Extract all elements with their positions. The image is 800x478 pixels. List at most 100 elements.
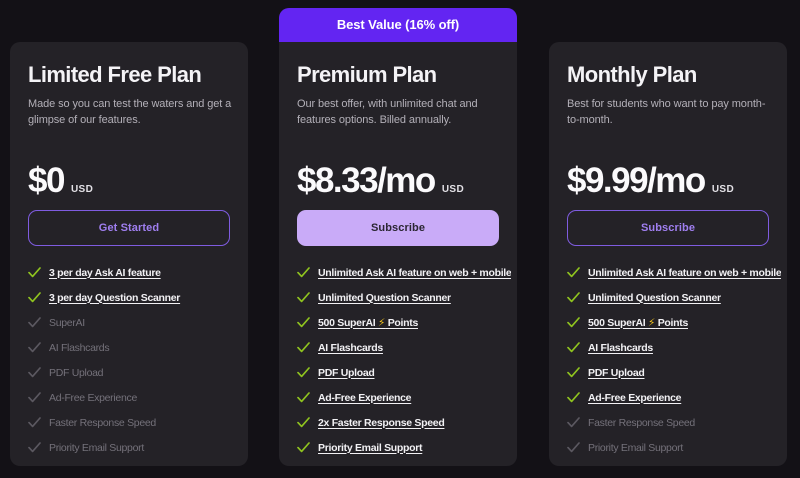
check-icon (297, 417, 311, 428)
check-icon (567, 292, 581, 303)
feature-label: Unlimited Question Scanner (588, 291, 721, 304)
check-icon (297, 442, 311, 453)
plan-card-body: Premium Plan Our best offer, with unlimi… (279, 42, 517, 466)
feature-label: Faster Response Speed (49, 416, 156, 429)
price-amount: $9.99/mo (567, 161, 706, 200)
feature-item: 500 SuperAI ⚡ Points (567, 310, 781, 335)
feature-label: SuperAI (49, 316, 85, 329)
feature-item: Ad-Free Experience (567, 385, 781, 410)
price-amount: $8.33/mo (297, 161, 436, 200)
check-icon (28, 367, 42, 378)
feature-item: Ad-Free Experience (297, 385, 511, 410)
feature-item: Unlimited Ask AI feature on web + mobile (297, 260, 511, 285)
check-icon (297, 267, 311, 278)
feature-label: 3 per day Question Scanner (49, 291, 181, 304)
plan-description: Best for students who want to pay month-… (567, 98, 766, 126)
feature-label: PDF Upload (318, 366, 375, 379)
plan-title: Monthly Plan (567, 62, 697, 87)
feature-label: Ad-Free Experience (588, 391, 682, 404)
feature-item: PDF Upload (567, 360, 781, 385)
feature-label: 3 per day Ask AI feature (49, 266, 161, 279)
check-icon (28, 317, 42, 328)
plan-price: $0 USD (28, 160, 93, 202)
feature-item: Faster Response Speed (28, 410, 242, 435)
price-currency: USD (70, 184, 94, 195)
check-icon (297, 292, 311, 303)
feature-item: AI Flashcards (28, 335, 242, 360)
feature-label: Unlimited Ask AI feature on web + mobile (588, 266, 781, 279)
feature-label: 500 SuperAI ⚡ Points (318, 316, 418, 329)
plan-card-limited-free-plan: Limited Free Plan Made so you can test t… (10, 42, 248, 466)
plan-card-body: Limited Free Plan Made so you can test t… (10, 42, 248, 466)
feature-label: 2x Faster Response Speed (318, 416, 445, 429)
feature-label: AI Flashcards (588, 341, 653, 354)
best-value-badge: Best Value (16% off) (279, 8, 517, 42)
plan-price: $9.99/mo USD (567, 160, 734, 202)
plan-card-monthly-plan: Monthly Plan Best for students who want … (549, 42, 787, 466)
feature-label: AI Flashcards (49, 341, 110, 354)
check-icon (567, 392, 581, 403)
check-icon (567, 317, 581, 328)
feature-item: 2x Faster Response Speed (297, 410, 511, 435)
feature-label: Priority Email Support (49, 441, 144, 454)
plan-description: Made so you can test the waters and get … (28, 98, 232, 126)
price-currency: USD (441, 184, 465, 195)
check-icon (297, 342, 311, 353)
feature-list: Unlimited Ask AI feature on web + mobile… (297, 260, 511, 460)
feature-label: PDF Upload (49, 366, 104, 379)
check-icon (567, 267, 581, 278)
lightning-icon: ⚡ (648, 316, 656, 329)
lightning-icon: ⚡ (378, 316, 386, 329)
feature-label: Priority Email Support (318, 441, 423, 454)
get-started-button[interactable]: Get Started (28, 210, 230, 246)
check-icon (28, 342, 42, 353)
plan-price: $8.33/mo USD (297, 160, 464, 202)
feature-item: AI Flashcards (297, 335, 511, 360)
feature-item: Priority Email Support (297, 435, 511, 460)
check-icon (297, 367, 311, 378)
check-icon (567, 417, 581, 428)
check-icon (28, 442, 42, 453)
plan-card-premium-plan: Best Value (16% off) Premium Plan Our be… (279, 8, 517, 466)
feature-item: 500 SuperAI ⚡ Points (297, 310, 511, 335)
check-icon (567, 442, 581, 453)
check-icon (28, 267, 42, 278)
plan-description: Our best offer, with unlimited chat and … (297, 98, 478, 126)
feature-item: Unlimited Question Scanner (567, 285, 781, 310)
feature-label: Ad-Free Experience (318, 391, 412, 404)
check-icon (297, 317, 311, 328)
check-icon (28, 417, 42, 428)
check-icon (28, 292, 42, 303)
feature-item: AI Flashcards (567, 335, 781, 360)
feature-list: 3 per day Ask AI feature 3 per day Questi… (28, 260, 242, 460)
feature-item: 3 per day Ask AI feature (28, 260, 242, 285)
feature-item: PDF Upload (28, 360, 242, 385)
feature-label: Ad-Free Experience (49, 391, 137, 404)
feature-item: Ad-Free Experience (28, 385, 242, 410)
feature-label: Unlimited Question Scanner (318, 291, 451, 304)
feature-label: Unlimited Ask AI feature on web + mobile (318, 266, 511, 279)
feature-item: PDF Upload (297, 360, 511, 385)
feature-label: 500 SuperAI ⚡ Points (588, 316, 688, 329)
subscribe-button[interactable]: Subscribe (297, 210, 499, 246)
check-icon (28, 392, 42, 403)
check-icon (297, 392, 311, 403)
price-currency: USD (711, 184, 735, 195)
feature-label: Faster Response Speed (588, 416, 695, 429)
feature-item: Faster Response Speed (567, 410, 781, 435)
feature-label: AI Flashcards (318, 341, 383, 354)
feature-label: Priority Email Support (588, 441, 683, 454)
feature-label: PDF Upload (588, 366, 645, 379)
plan-title: Limited Free Plan (28, 62, 202, 87)
plan-card-body: Monthly Plan Best for students who want … (549, 42, 787, 466)
feature-item: Priority Email Support (28, 435, 242, 460)
feature-list: Unlimited Ask AI feature on web + mobile… (567, 260, 781, 460)
check-icon (567, 342, 581, 353)
feature-item: Unlimited Ask AI feature on web + mobile (567, 260, 781, 285)
feature-item: SuperAI (28, 310, 242, 335)
price-amount: $0 (28, 161, 65, 200)
check-icon (567, 367, 581, 378)
feature-item: 3 per day Question Scanner (28, 285, 242, 310)
plan-title: Premium Plan (297, 62, 437, 87)
subscribe-button[interactable]: Subscribe (567, 210, 769, 246)
